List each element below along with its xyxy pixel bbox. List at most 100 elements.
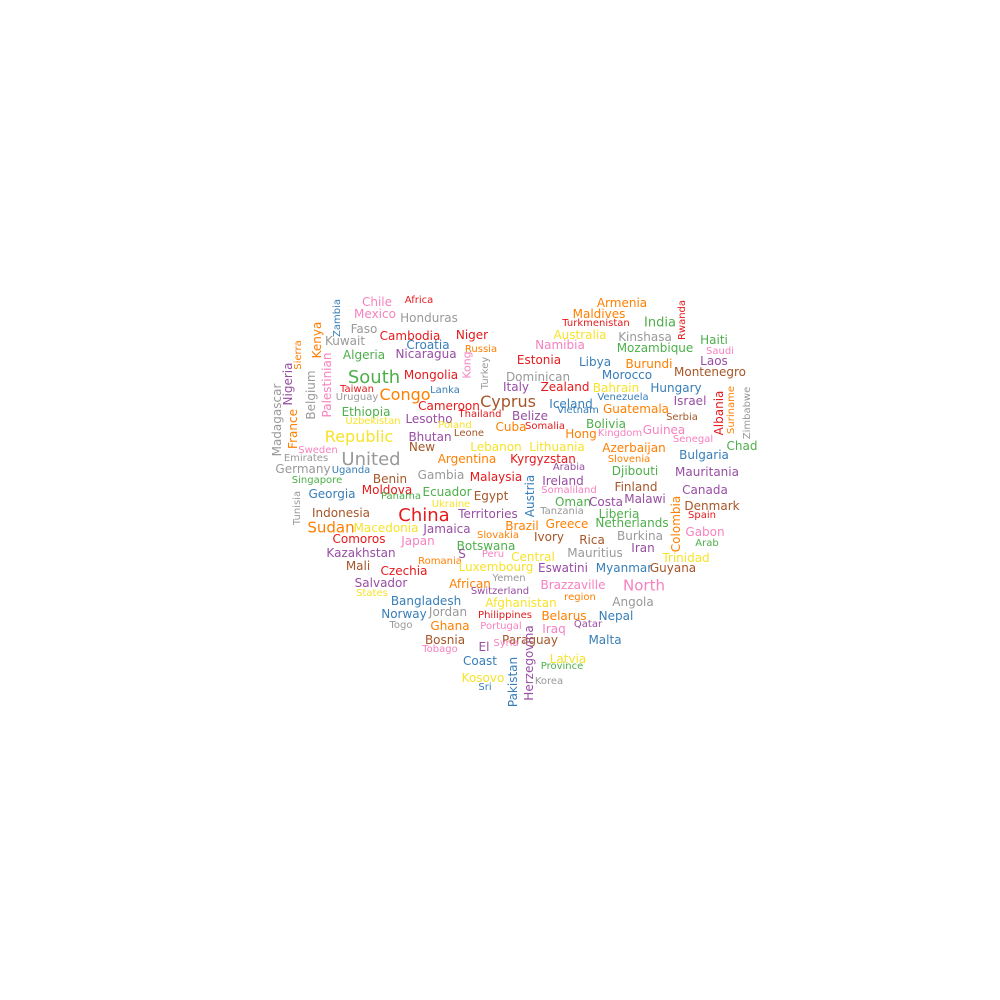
word-republic: Republic	[324, 427, 394, 446]
word-rwanda: Rwanda	[677, 299, 688, 341]
word-gabon: Gabon	[685, 525, 725, 539]
word-yemen: Yemen	[492, 573, 526, 584]
word-spain: Spain	[688, 510, 716, 521]
word-gambia: Gambia	[417, 468, 465, 482]
word-haiti: Haiti	[700, 333, 728, 347]
word-afghanistan: Afghanistan	[485, 596, 557, 610]
word-south: South	[347, 367, 401, 388]
word-hungary: Hungary	[650, 381, 702, 395]
word-croatia: Croatia	[406, 338, 450, 352]
word-jordan: Jordan	[428, 605, 468, 619]
word-pakistan: Pakistan	[506, 656, 520, 708]
word-emirates: Emirates	[283, 453, 329, 464]
word-ecuador: Ecuador	[422, 485, 472, 499]
word-colombia: Colombia	[669, 495, 683, 553]
word-russia: Russia	[464, 344, 498, 355]
word-bosnia: Bosnia	[424, 633, 466, 647]
word-egypt: Egypt	[473, 489, 509, 503]
word-leone: Leone	[453, 428, 485, 439]
word-israel: Israel	[673, 394, 707, 408]
word-cyprus: Cyprus	[480, 392, 536, 411]
word-mexico: Mexico	[354, 307, 396, 321]
word-morocco: Morocco	[601, 368, 653, 382]
word-germany: Germany	[275, 462, 331, 476]
word-brazil: Brazil	[505, 519, 539, 533]
word-ghana: Ghana	[430, 619, 470, 633]
word-philippines: Philippines	[478, 610, 532, 621]
word-states: States	[356, 588, 388, 599]
word-malta: Malta	[588, 633, 622, 647]
word-s: S	[458, 547, 466, 561]
word-nepal: Nepal	[598, 609, 634, 623]
word-botswana: Botswana	[456, 539, 516, 553]
word-vietnam: Vietnam	[557, 405, 599, 416]
word-united: United	[341, 449, 401, 470]
word-nicaragua: Nicaragua	[395, 347, 457, 361]
word-bahrain: Bahrain	[592, 381, 640, 395]
word-el: El	[478, 640, 490, 654]
word-somalia: Somalia	[524, 421, 566, 432]
word-territories: Territories	[458, 507, 518, 521]
word-mauritania: Mauritania	[675, 465, 739, 479]
word-brazzaville: Brazzaville	[540, 578, 606, 592]
word-honduras: Honduras	[400, 311, 458, 325]
word-sierra: Sierra	[293, 340, 304, 370]
word-mongolia: Mongolia	[403, 368, 459, 382]
word-paraguay: Paraguay	[501, 633, 559, 647]
word-djibouti: Djibouti	[611, 464, 659, 478]
word-peru: Peru	[481, 549, 505, 560]
word-senegal: Senegal	[672, 434, 714, 445]
word-qatar: Qatar	[573, 619, 603, 630]
word-african: African	[449, 577, 491, 591]
word-taiwan: Taiwan	[339, 384, 375, 395]
word-uzbekistan: Uzbekistan	[345, 416, 401, 427]
word-moldova: Moldova	[361, 483, 413, 497]
word-ireland: Ireland	[542, 474, 584, 488]
word-slovakia: Slovakia	[477, 530, 519, 541]
word-hong: Hong	[565, 427, 597, 441]
word-province: Province	[540, 661, 584, 672]
word-sweden: Sweden	[298, 445, 338, 456]
word-cambodia: Cambodia	[379, 329, 441, 343]
word-kong: Kong	[460, 351, 474, 379]
word-lesotho: Lesotho	[405, 412, 453, 426]
word-turkey: Turkey	[480, 356, 491, 390]
word-ukraine: Ukraine	[431, 499, 471, 510]
word-tanzania: Tanzania	[540, 506, 584, 517]
word-dominican: Dominican	[505, 370, 571, 384]
word-estonia: Estonia	[516, 353, 562, 367]
word-comoros: Comoros	[332, 532, 386, 546]
word-belarus: Belarus	[541, 609, 587, 623]
word-france: France	[286, 409, 300, 449]
word-luxembourg: Luxembourg	[458, 560, 534, 574]
word-venezuela: Venezuela	[597, 392, 649, 403]
word-belgium: Belgium	[304, 370, 318, 420]
word-mozambique: Mozambique	[616, 341, 694, 355]
word-burundi: Burundi	[625, 357, 673, 371]
word-laos: Laos	[700, 354, 728, 368]
word-iceland: Iceland	[549, 397, 593, 411]
word-cuba: Cuba	[495, 420, 527, 434]
word-thailand: Thailand	[458, 409, 502, 420]
word-arab: Arab	[695, 538, 719, 549]
word-panama: Panama	[380, 491, 422, 502]
word-iraq: Iraq	[542, 622, 566, 636]
word-kuwait: Kuwait	[324, 334, 366, 348]
word-kazakhstan: Kazakhstan	[326, 546, 396, 560]
word-jamaica: Jamaica	[423, 522, 471, 536]
word-georgia: Georgia	[308, 487, 356, 501]
word-mauritius: Mauritius	[567, 546, 623, 560]
word-bulgaria: Bulgaria	[679, 448, 729, 462]
word-serbia: Serbia	[666, 412, 698, 423]
word-faso: Faso	[350, 322, 378, 336]
word-benin: Benin	[372, 472, 408, 486]
word-guinea: Guinea	[642, 423, 686, 437]
word-africa: Africa	[404, 295, 434, 306]
word-arabia: Arabia	[552, 462, 586, 473]
word-guyana: Guyana	[649, 561, 697, 575]
word-oman: Oman	[554, 495, 592, 509]
word-kinshasa: Kinshasa	[618, 330, 672, 344]
word-burkina: Burkina	[616, 529, 664, 543]
word-chad: Chad	[726, 439, 758, 453]
word-rica: Rica	[579, 533, 605, 547]
